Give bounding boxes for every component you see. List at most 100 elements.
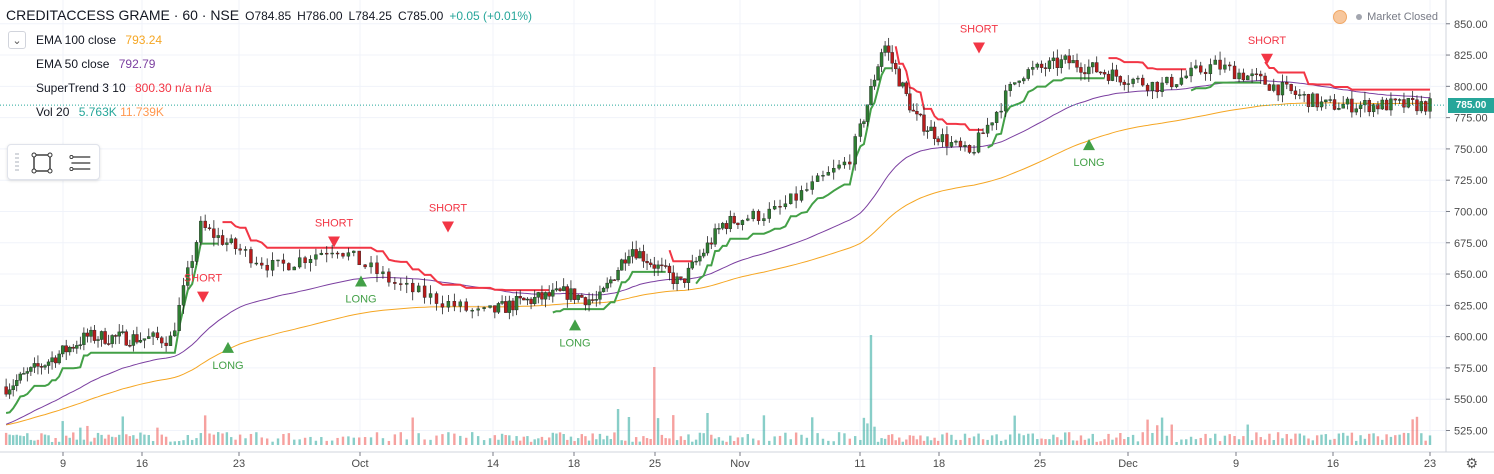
volume-bar [631, 441, 634, 445]
volume-bar [1004, 439, 1007, 445]
candle-body [482, 307, 486, 309]
drag-handle-icon[interactable] [15, 152, 19, 174]
supertrend-down-segment [1264, 61, 1430, 91]
candle-body [1259, 73, 1263, 77]
candle-body [821, 175, 825, 177]
volume-bar [1071, 440, 1075, 445]
candle-body [1102, 72, 1107, 75]
candle-body [493, 305, 497, 313]
candle-body [1203, 71, 1208, 75]
market-status[interactable]: Market Closed [1333, 10, 1438, 24]
candle-body [1218, 59, 1222, 70]
avatar-icon [1333, 10, 1348, 24]
price-tick-label: 700.00 [1454, 206, 1488, 218]
candle-body [667, 265, 672, 273]
candle-body [1228, 64, 1232, 67]
candle-body [1160, 82, 1164, 93]
volume-bar [668, 438, 671, 445]
volume-bar [47, 435, 50, 445]
volume-bar [598, 433, 602, 445]
candle-body [346, 252, 351, 257]
volume-bar [50, 441, 54, 445]
volume-bar [675, 440, 679, 445]
gear-icon[interactable]: ⚙ [1465, 455, 1478, 471]
candle-body [848, 161, 852, 165]
volume-bar [493, 435, 497, 445]
supertrend-down-segment [1108, 57, 1187, 71]
volume-bar [1233, 436, 1236, 445]
candle-body [82, 332, 86, 345]
ema-50-path [5, 79, 1430, 425]
volume-bar [212, 434, 216, 445]
volume-bar [876, 441, 880, 445]
volume-bar [995, 434, 998, 445]
symbol-title[interactable]: CREDITACCESS GRAME · 60 · NSE [6, 7, 240, 23]
candle-body [99, 331, 104, 340]
volume-bar [1099, 441, 1102, 445]
candle-body [341, 253, 345, 257]
long-signal-label: LONG [559, 337, 590, 349]
volume-bar [522, 436, 526, 445]
volume-bar [1428, 435, 1432, 445]
candle-body [1067, 55, 1071, 64]
candle-body [106, 343, 111, 345]
indicator-volume[interactable]: Vol 20 5.763K 11.739K [36, 105, 164, 119]
volume-bar [125, 434, 128, 445]
candle-body [1043, 67, 1048, 69]
volume-bar [352, 437, 356, 445]
time-tick-label: 11 [854, 458, 865, 470]
volume-bar [1060, 439, 1063, 445]
volume-bar [915, 439, 919, 445]
rectangle-tool-icon[interactable] [30, 151, 54, 175]
lines-tool-icon[interactable] [68, 151, 92, 175]
volume-bar [82, 439, 86, 445]
volume-bar [341, 436, 345, 445]
long-arrow-icon [355, 275, 367, 287]
time-axis[interactable]: 9 16 23 Oct 14 18 25 Nov 11 18 25 Dec 9 16 23 [0, 451, 1494, 470]
candle-body [772, 206, 777, 210]
collapse-indicators-button[interactable]: ⌄ [8, 31, 26, 49]
volume-bar [950, 434, 953, 445]
volume-bar [706, 413, 709, 445]
price-axis[interactable]: 525.00 550.00 575.00 600.00 625.00 650.00 675.… [1445, 0, 1488, 452]
volume-bar [1398, 434, 1401, 445]
volume-bar [634, 437, 638, 445]
candle-body [199, 220, 203, 243]
volume-bar [309, 436, 312, 445]
candle-body [740, 220, 745, 225]
volume-bar [736, 437, 740, 445]
indicator-ema50[interactable]: EMA 50 close 792.79 [36, 57, 155, 71]
candle-body [1393, 98, 1397, 101]
volume-bar [244, 438, 247, 445]
indicator-name: EMA 50 close [36, 57, 110, 71]
volume-bar [1272, 440, 1275, 445]
volume-bar [1328, 439, 1332, 445]
candle-body [894, 63, 898, 70]
volume-bar [580, 434, 584, 445]
indicator-ema100[interactable]: EMA 100 close 793.24 [36, 33, 162, 47]
candle-body [85, 332, 90, 337]
candle-body [826, 172, 831, 176]
volume-bars [4, 335, 1432, 445]
candle-body [623, 259, 627, 264]
candle-body [869, 86, 873, 105]
volume-bar [471, 432, 474, 445]
candle-body [901, 82, 905, 87]
candle-body [645, 261, 649, 264]
volume-bar [773, 436, 776, 445]
drawing-toolbar[interactable] [7, 144, 100, 180]
volume-bar [476, 436, 480, 445]
candle-body [746, 218, 750, 221]
volume-bar [1285, 434, 1288, 445]
candle-body [652, 264, 656, 269]
volume-bar [576, 438, 580, 445]
volume-bar [827, 440, 830, 445]
volume-bar [43, 434, 47, 445]
candle-body [1423, 101, 1428, 112]
candle-body [78, 344, 83, 346]
candle-body [705, 242, 710, 254]
candle-body [1184, 75, 1188, 79]
price-tick-label: 850.00 [1454, 19, 1488, 31]
indicator-supertrend[interactable]: SuperTrend 3 10 800.30 n/a n/a [36, 81, 212, 95]
